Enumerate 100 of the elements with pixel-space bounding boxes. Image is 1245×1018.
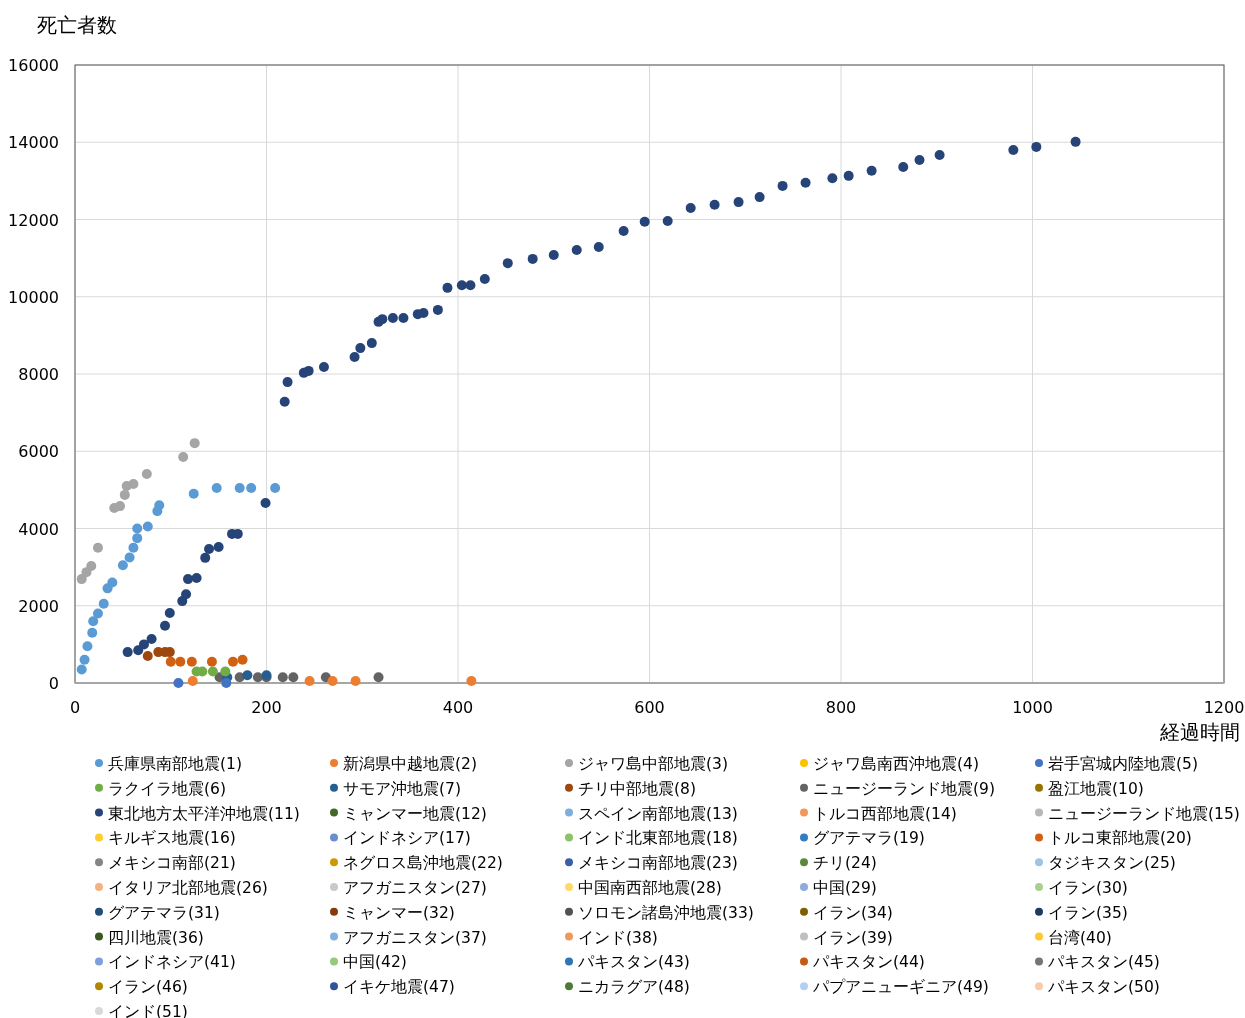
- legend-label: タジキスタン(25): [1048, 854, 1176, 873]
- point: [173, 678, 184, 688]
- point: [79, 654, 90, 665]
- legend-label: トルコ西部地震(14): [813, 804, 957, 823]
- point: [898, 161, 909, 172]
- point: [318, 362, 329, 373]
- legend-label: ソロモン諸島沖地震(33): [578, 903, 754, 922]
- point: [398, 312, 409, 323]
- point: [207, 666, 218, 677]
- point: [175, 656, 186, 667]
- point: [349, 352, 360, 363]
- point: [119, 489, 130, 500]
- point: [204, 543, 215, 554]
- point: [934, 150, 945, 160]
- legend-label: インド(38): [578, 928, 658, 947]
- legend-label: アフガニスタン(37): [343, 928, 487, 947]
- legend-label: イラン(30): [1048, 879, 1128, 897]
- point: [191, 572, 202, 583]
- point: [260, 498, 271, 509]
- legend-label: イラン(46): [108, 978, 188, 997]
- legend-label: ラクイラ地震(6): [108, 779, 226, 798]
- legend-label: アフガニスタン(27): [343, 879, 487, 897]
- legend-label: イラン(39): [813, 928, 893, 947]
- point: [133, 645, 144, 656]
- point: [618, 226, 629, 237]
- legend-label: メキシコ南部(21): [108, 854, 236, 873]
- point: [142, 521, 153, 532]
- point: [662, 216, 673, 227]
- legend-label: スペイン南部地震(13): [578, 804, 738, 823]
- legend-label: 東北地方太平洋沖地震(11): [108, 804, 300, 823]
- y-tick-label: 14000: [8, 133, 59, 153]
- point: [282, 377, 293, 388]
- point: [442, 282, 453, 293]
- legend-label: ジャワ島南西沖地震(4): [813, 755, 979, 773]
- point: [76, 574, 87, 585]
- legend-label: パキスタン(45): [1047, 953, 1160, 972]
- x-tick-label: 400: [442, 698, 474, 717]
- point: [88, 616, 99, 627]
- x-tick-label: 800: [825, 698, 857, 717]
- point: [124, 552, 135, 563]
- legend-label: ジャワ島中部地震(3): [578, 755, 728, 773]
- point: [177, 596, 188, 607]
- point: [98, 598, 109, 609]
- point: [366, 338, 377, 349]
- legend-label: 四川地震(36): [108, 928, 204, 947]
- legend-label: トルコ東部地震(20): [1048, 829, 1192, 848]
- point: [132, 523, 143, 534]
- point: [279, 396, 290, 407]
- point: [418, 307, 429, 318]
- point: [303, 365, 314, 376]
- point: [685, 202, 696, 213]
- point: [146, 633, 157, 644]
- point: [377, 314, 388, 325]
- point: [466, 676, 477, 687]
- x-tick-label: 1200: [1203, 698, 1245, 717]
- point: [117, 560, 128, 571]
- legend-label: 盈江地震(10): [1048, 779, 1144, 798]
- point: [527, 253, 538, 264]
- point: [479, 273, 490, 284]
- point: [571, 245, 582, 256]
- y-tick-label: 8000: [18, 365, 59, 384]
- point: [86, 560, 97, 571]
- point: [213, 542, 224, 553]
- legend-label: グアテマラ(31): [108, 903, 220, 922]
- point: [220, 666, 231, 677]
- point: [800, 177, 811, 188]
- legend-label: イラン(34): [813, 903, 893, 922]
- point: [92, 542, 103, 553]
- point: [843, 170, 854, 181]
- legend-label: インドネシア(41): [108, 953, 236, 972]
- point: [187, 676, 198, 687]
- point: [141, 469, 152, 480]
- point: [465, 280, 476, 291]
- point: [138, 639, 149, 650]
- point: [1031, 141, 1042, 152]
- y-tick-label: 2000: [18, 596, 59, 616]
- legend-label: インド北東部地震(18): [578, 829, 738, 848]
- point: [754, 192, 765, 203]
- point: [186, 656, 197, 667]
- point: [242, 670, 253, 681]
- point: [270, 482, 281, 493]
- y-tick-label: 10000: [8, 287, 59, 307]
- point: [182, 574, 193, 585]
- point: [387, 312, 398, 323]
- legend-label: パキスタン(44): [812, 953, 925, 972]
- legend-label: 中国南西部地震(28): [578, 879, 722, 897]
- legend-label: 兵庫県南部地震(1): [108, 755, 242, 773]
- point: [432, 304, 443, 315]
- y-tick-label: 6000: [18, 442, 59, 462]
- point: [128, 542, 139, 553]
- legend-label: イタリア北部地震(26): [108, 879, 268, 897]
- point: [107, 577, 118, 588]
- point: [178, 452, 189, 463]
- y-tick-label: 12000: [8, 210, 59, 230]
- point: [154, 500, 165, 511]
- point: [82, 641, 93, 652]
- point: [189, 438, 200, 449]
- point: [132, 533, 143, 544]
- legend-label: チリ中部地震(8): [578, 779, 696, 798]
- point: [227, 656, 238, 667]
